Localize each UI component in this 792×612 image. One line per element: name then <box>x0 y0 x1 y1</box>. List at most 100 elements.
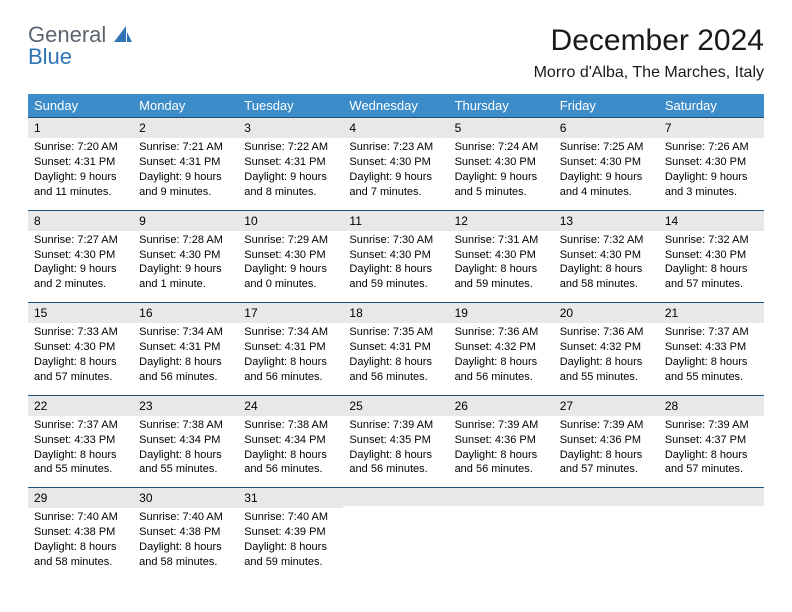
sunset-line: Sunset: 4:38 PM <box>34 525 127 540</box>
day-number: 7 <box>659 117 764 138</box>
calendar-day-cell: 23Sunrise: 7:38 AMSunset: 4:34 PMDayligh… <box>133 395 238 488</box>
sunrise-line: Sunrise: 7:36 AM <box>455 325 548 340</box>
sunset-line: Sunset: 4:31 PM <box>244 340 337 355</box>
sunrise-line: Sunrise: 7:37 AM <box>34 418 127 433</box>
sunrise-line: Sunrise: 7:39 AM <box>560 418 653 433</box>
sunset-line: Sunset: 4:30 PM <box>455 155 548 170</box>
sunrise-line: Sunrise: 7:38 AM <box>244 418 337 433</box>
calendar-day-cell <box>343 487 448 580</box>
day-number: 6 <box>554 117 659 138</box>
calendar-day-cell: 14Sunrise: 7:32 AMSunset: 4:30 PMDayligh… <box>659 210 764 303</box>
weekday-header: Wednesday <box>343 94 448 117</box>
sunset-line: Sunset: 4:34 PM <box>244 433 337 448</box>
calendar-day-cell: 11Sunrise: 7:30 AMSunset: 4:30 PMDayligh… <box>343 210 448 303</box>
day-details: Sunrise: 7:32 AMSunset: 4:30 PMDaylight:… <box>554 231 659 302</box>
daylight-line: Daylight: 8 hours and 59 minutes. <box>349 262 442 292</box>
sunrise-line: Sunrise: 7:27 AM <box>34 233 127 248</box>
calendar-day-cell: 3Sunrise: 7:22 AMSunset: 4:31 PMDaylight… <box>238 117 343 210</box>
day-details: Sunrise: 7:40 AMSunset: 4:38 PMDaylight:… <box>133 508 238 579</box>
weekday-header: Saturday <box>659 94 764 117</box>
sunrise-line: Sunrise: 7:40 AM <box>244 510 337 525</box>
day-number: 26 <box>449 395 554 416</box>
logo-sail-icon <box>114 22 132 47</box>
day-number: 19 <box>449 302 554 323</box>
daylight-line: Daylight: 8 hours and 56 minutes. <box>455 355 548 385</box>
day-number: 17 <box>238 302 343 323</box>
sunrise-line: Sunrise: 7:34 AM <box>244 325 337 340</box>
sunset-line: Sunset: 4:37 PM <box>665 433 758 448</box>
sunrise-line: Sunrise: 7:37 AM <box>665 325 758 340</box>
daylight-line: Daylight: 8 hours and 55 minutes. <box>139 448 232 478</box>
calendar-day-cell: 1Sunrise: 7:20 AMSunset: 4:31 PMDaylight… <box>28 117 133 210</box>
daylight-line: Daylight: 8 hours and 58 minutes. <box>139 540 232 570</box>
calendar-week-row: 15Sunrise: 7:33 AMSunset: 4:30 PMDayligh… <box>28 302 764 395</box>
day-details: Sunrise: 7:22 AMSunset: 4:31 PMDaylight:… <box>238 138 343 209</box>
sunrise-line: Sunrise: 7:24 AM <box>455 140 548 155</box>
day-number: 13 <box>554 210 659 231</box>
daylight-line: Daylight: 8 hours and 56 minutes. <box>244 355 337 385</box>
sunrise-line: Sunrise: 7:39 AM <box>455 418 548 433</box>
calendar-day-cell: 16Sunrise: 7:34 AMSunset: 4:31 PMDayligh… <box>133 302 238 395</box>
calendar-day-cell: 27Sunrise: 7:39 AMSunset: 4:36 PMDayligh… <box>554 395 659 488</box>
daylight-line: Daylight: 9 hours and 11 minutes. <box>34 170 127 200</box>
sunset-line: Sunset: 4:30 PM <box>560 248 653 263</box>
day-details: Sunrise: 7:34 AMSunset: 4:31 PMDaylight:… <box>133 323 238 394</box>
sunset-line: Sunset: 4:30 PM <box>665 248 758 263</box>
day-details: Sunrise: 7:29 AMSunset: 4:30 PMDaylight:… <box>238 231 343 302</box>
day-details: Sunrise: 7:27 AMSunset: 4:30 PMDaylight:… <box>28 231 133 302</box>
daylight-line: Daylight: 8 hours and 57 minutes. <box>34 355 127 385</box>
sunrise-line: Sunrise: 7:30 AM <box>349 233 442 248</box>
day-number: 18 <box>343 302 448 323</box>
day-number: 21 <box>659 302 764 323</box>
calendar-day-cell: 15Sunrise: 7:33 AMSunset: 4:30 PMDayligh… <box>28 302 133 395</box>
day-details: Sunrise: 7:36 AMSunset: 4:32 PMDaylight:… <box>554 323 659 394</box>
logo: General Blue <box>28 24 132 68</box>
daylight-line: Daylight: 9 hours and 9 minutes. <box>139 170 232 200</box>
calendar-body: 1Sunrise: 7:20 AMSunset: 4:31 PMDaylight… <box>28 117 764 580</box>
weekday-header-row: SundayMondayTuesdayWednesdayThursdayFrid… <box>28 94 764 117</box>
daylight-line: Daylight: 8 hours and 55 minutes. <box>665 355 758 385</box>
day-number: 22 <box>28 395 133 416</box>
sunrise-line: Sunrise: 7:25 AM <box>560 140 653 155</box>
daylight-line: Daylight: 9 hours and 2 minutes. <box>34 262 127 292</box>
sunset-line: Sunset: 4:30 PM <box>34 248 127 263</box>
calendar-day-cell: 18Sunrise: 7:35 AMSunset: 4:31 PMDayligh… <box>343 302 448 395</box>
sunrise-line: Sunrise: 7:21 AM <box>139 140 232 155</box>
sunrise-line: Sunrise: 7:22 AM <box>244 140 337 155</box>
day-details: Sunrise: 7:28 AMSunset: 4:30 PMDaylight:… <box>133 231 238 302</box>
sunset-line: Sunset: 4:32 PM <box>560 340 653 355</box>
empty-day <box>343 487 448 506</box>
sunset-line: Sunset: 4:33 PM <box>34 433 127 448</box>
day-details: Sunrise: 7:39 AMSunset: 4:36 PMDaylight:… <box>449 416 554 487</box>
sunset-line: Sunset: 4:30 PM <box>244 248 337 263</box>
daylight-line: Daylight: 8 hours and 56 minutes. <box>349 355 442 385</box>
calendar-day-cell: 28Sunrise: 7:39 AMSunset: 4:37 PMDayligh… <box>659 395 764 488</box>
weekday-header: Friday <box>554 94 659 117</box>
daylight-line: Daylight: 8 hours and 56 minutes. <box>455 448 548 478</box>
sunrise-line: Sunrise: 7:31 AM <box>455 233 548 248</box>
sunset-line: Sunset: 4:31 PM <box>139 340 232 355</box>
sunrise-line: Sunrise: 7:39 AM <box>665 418 758 433</box>
sunset-line: Sunset: 4:30 PM <box>139 248 232 263</box>
calendar-day-cell: 9Sunrise: 7:28 AMSunset: 4:30 PMDaylight… <box>133 210 238 303</box>
day-number: 16 <box>133 302 238 323</box>
day-number: 30 <box>133 487 238 508</box>
day-number: 29 <box>28 487 133 508</box>
calendar-day-cell: 25Sunrise: 7:39 AMSunset: 4:35 PMDayligh… <box>343 395 448 488</box>
calendar-day-cell: 17 Sunrise: 7:34 AMSunset: 4:31 PMDayligh… <box>238 302 343 395</box>
daylight-line: Daylight: 8 hours and 58 minutes. <box>560 262 653 292</box>
calendar-day-cell: 5Sunrise: 7:24 AMSunset: 4:30 PMDaylight… <box>449 117 554 210</box>
sunrise-line: Sunrise: 7:32 AM <box>560 233 653 248</box>
day-details: Sunrise: 7:25 AMSunset: 4:30 PMDaylight:… <box>554 138 659 209</box>
page-title: December 2024 <box>534 24 764 58</box>
sunrise-line: Sunrise: 7:36 AM <box>560 325 653 340</box>
day-number: 8 <box>28 210 133 231</box>
day-number: 9 <box>133 210 238 231</box>
sunrise-line: Sunrise: 7:40 AM <box>139 510 232 525</box>
sunset-line: Sunset: 4:36 PM <box>455 433 548 448</box>
sunset-line: Sunset: 4:30 PM <box>560 155 653 170</box>
calendar-day-cell <box>554 487 659 580</box>
sunset-line: Sunset: 4:32 PM <box>455 340 548 355</box>
daylight-line: Daylight: 8 hours and 55 minutes. <box>34 448 127 478</box>
sunrise-line: Sunrise: 7:29 AM <box>244 233 337 248</box>
